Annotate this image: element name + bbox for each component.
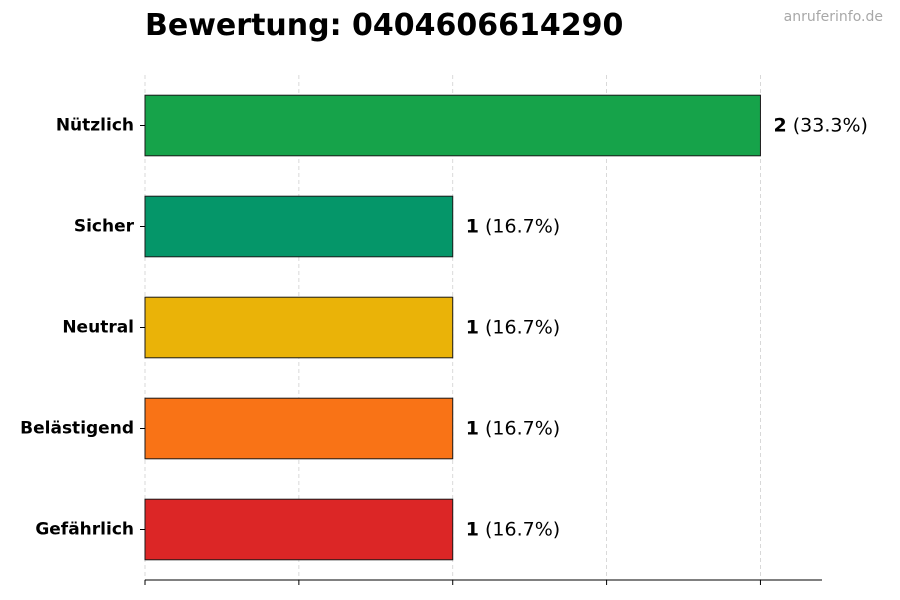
- value-label: 1 (16.7%): [466, 519, 560, 541]
- value-percent: (16.7%): [479, 216, 560, 238]
- value-count: 1: [466, 216, 479, 238]
- value-label: 1 (16.7%): [466, 317, 560, 339]
- value-percent: (33.3%): [787, 115, 868, 137]
- value-percent: (16.7%): [479, 317, 560, 339]
- category-label: Sicher: [74, 217, 135, 237]
- category-label: Belästigend: [20, 419, 134, 439]
- category-label: Gefährlich: [35, 520, 134, 540]
- bar: [144, 296, 454, 359]
- value-count: 2: [773, 115, 786, 137]
- bar: [144, 195, 454, 258]
- value-percent: (16.7%): [479, 519, 560, 541]
- value-count: 1: [466, 418, 479, 440]
- value-label: 1 (16.7%): [466, 418, 560, 440]
- bar: [144, 498, 454, 561]
- value-label: 2 (33.3%): [773, 115, 867, 137]
- watermark: anruferinfo.de: [783, 9, 883, 25]
- chart-title: Bewertung: 0404606614290: [145, 8, 624, 43]
- value-count: 1: [466, 519, 479, 541]
- category-label: Nützlich: [56, 116, 134, 136]
- category-label: Neutral: [62, 318, 134, 338]
- value-count: 1: [466, 317, 479, 339]
- bar: [144, 94, 761, 157]
- bar: [144, 397, 454, 460]
- value-percent: (16.7%): [479, 418, 560, 440]
- value-label: 1 (16.7%): [466, 216, 560, 238]
